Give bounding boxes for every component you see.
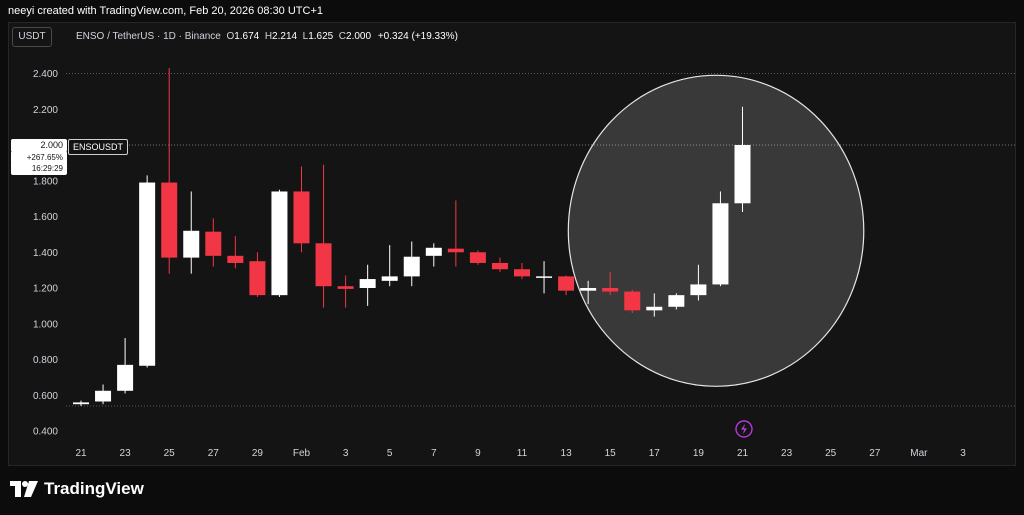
ohlc-legend: ENSO / TetherUS · 1D · Binance O1.674 H2… [76, 29, 458, 45]
tradingview-logo-mark [10, 481, 38, 497]
x-tick-label-14: 19 [693, 448, 705, 459]
x-tick-label-12: 15 [605, 448, 617, 459]
candle-body-21 [536, 276, 553, 278]
candle-body-13 [359, 279, 376, 288]
x-tick-label-18: 27 [869, 448, 881, 459]
candle-body-4 [161, 182, 178, 258]
symbol-price-tag: ENSOUSDT [68, 139, 129, 155]
candle-body-12 [337, 286, 354, 289]
candle-body-15 [403, 256, 420, 277]
candle-body-10 [293, 191, 310, 244]
candle-body-27 [668, 295, 685, 307]
x-tick-label-5: Feb [293, 448, 311, 459]
candle-body-1 [95, 390, 112, 402]
legend-symbol: ENSO / TetherUS · 1D · Binance [76, 31, 221, 42]
last-price-label: 2.000 [11, 139, 67, 152]
legend-close: 2.000 [346, 31, 372, 42]
candle-body-7 [227, 255, 244, 263]
y-tick-label-5: 1.400 [33, 248, 58, 259]
candle-body-8 [249, 261, 266, 296]
candle-body-22 [558, 276, 575, 291]
legend-high-label: H [264, 31, 273, 42]
tradingview-brand: TradingView [44, 479, 144, 498]
candle-body-16 [425, 247, 442, 256]
candle-body-9 [271, 191, 288, 296]
chart-credit-bar: neeyi created with TradingView.com, Feb … [0, 0, 1024, 22]
legend-open-label: O [226, 31, 235, 42]
candle-body-14 [381, 276, 398, 281]
legend-low-label: L [302, 31, 309, 42]
candle-body-23 [580, 288, 597, 291]
candle-body-28 [690, 284, 707, 296]
x-tick-label-17: 25 [825, 448, 837, 459]
x-tick-label-20: 3 [960, 448, 966, 459]
x-tick-label-16: 23 [781, 448, 793, 459]
x-tick-label-4: 29 [252, 448, 264, 459]
tradingview-logo[interactable]: TradingView [10, 478, 144, 500]
candle-body-30 [734, 145, 751, 204]
legend-open: 1.674 [234, 31, 260, 42]
candle-body-25 [624, 291, 641, 311]
candle-body-20 [514, 269, 530, 277]
x-tick-label-3: 27 [208, 448, 220, 459]
candle-body-0 [73, 402, 89, 405]
x-tick-label-8: 7 [431, 448, 437, 459]
y-tick-label-10: 2.400 [33, 69, 58, 80]
x-tick-label-15: 21 [737, 448, 749, 459]
x-tick-label-7: 5 [387, 448, 393, 459]
x-tick-label-10: 11 [517, 448, 528, 459]
x-tick-label-0: 21 [75, 448, 87, 459]
y-tick-label-9: 2.200 [33, 105, 58, 116]
y-tick-label-0: 0.400 [33, 427, 58, 438]
x-tick-label-6: 3 [343, 448, 349, 459]
x-tick-label-11: 13 [561, 448, 573, 459]
candle-body-11 [315, 243, 332, 287]
y-tick-label-4: 1.200 [33, 284, 58, 295]
candle-body-17 [447, 248, 464, 253]
x-tick-label-1: 23 [120, 448, 132, 459]
symbol-search-button[interactable]: USDT [12, 27, 52, 47]
x-tick-label-9: 9 [475, 448, 481, 459]
candle-body-3 [139, 182, 156, 366]
y-tick-label-7: 1.800 [33, 176, 58, 187]
y-tick-label-1: 0.600 [33, 391, 58, 402]
x-tick-label-19: Mar [910, 448, 928, 459]
bar-countdown: 16:29:29 [11, 162, 67, 175]
candle-body-6 [205, 231, 222, 256]
chart-credit: neeyi created with TradingView.com, Feb … [8, 5, 324, 17]
candle-body-24 [602, 288, 619, 292]
candle-body-26 [646, 306, 663, 311]
candle-body-2 [117, 364, 134, 391]
candle-body-29 [712, 203, 729, 285]
legend-change: +0.324 (+19.33%) [377, 31, 458, 42]
y-tick-label-3: 1.000 [33, 319, 58, 330]
candle-body-5 [183, 230, 200, 258]
candle-body-18 [469, 252, 486, 263]
legend-low: 1.625 [308, 31, 334, 42]
x-tick-label-13: 17 [649, 448, 661, 459]
legend-close-label: C [338, 31, 347, 42]
last-price-change-pct: +267.65% [11, 151, 67, 164]
y-tick-label-6: 1.600 [33, 212, 58, 223]
x-tick-label-2: 25 [164, 448, 176, 459]
legend-high: 2.214 [272, 31, 298, 42]
lightning-icon[interactable] [735, 420, 753, 438]
y-tick-label-2: 0.800 [33, 355, 58, 366]
candle-body-19 [491, 262, 508, 270]
